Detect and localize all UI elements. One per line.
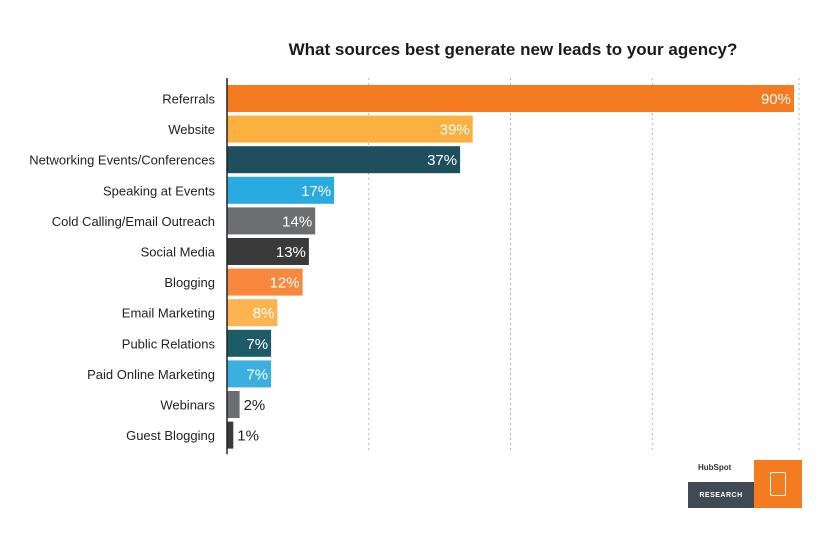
research-label: RESEARCH <box>688 482 754 508</box>
value-labels: 90% 39% 37% 17% 14% 13% 12% 8% 7% 7% 2% 1% <box>237 91 791 445</box>
chart-title: What sources best generate new leads to … <box>288 40 738 59</box>
value-label: 17% <box>301 183 331 200</box>
bar <box>227 176 335 204</box>
category-label: Website <box>168 122 215 137</box>
clipboard-icon <box>770 472 786 496</box>
value-label: 1% <box>237 428 259 445</box>
category-label: Public Relations <box>122 336 216 351</box>
category-label: Cold Calling/Email Outreach <box>52 214 215 229</box>
category-label: Guest Blogging <box>126 428 215 443</box>
bar <box>227 299 278 327</box>
category-label: Networking Events/Conferences <box>29 153 215 168</box>
bar <box>227 85 794 112</box>
gridlines <box>368 78 800 453</box>
category-label: Blogging <box>164 275 215 290</box>
bar <box>227 207 316 235</box>
bar <box>227 146 461 174</box>
value-label: 7% <box>246 366 268 383</box>
value-label: 12% <box>270 275 300 292</box>
value-label: 90% <box>761 91 791 108</box>
category-label: Referrals <box>162 92 215 107</box>
value-label: 8% <box>253 305 275 322</box>
value-label: 2% <box>244 397 266 414</box>
category-label: Paid Online Marketing <box>87 367 215 382</box>
bar <box>227 115 473 143</box>
category-labels: Referrals Website Networking Events/Confer… <box>29 92 215 444</box>
bar <box>227 391 240 418</box>
category-label: Webinars <box>160 398 215 413</box>
bar <box>227 360 272 388</box>
bars <box>227 85 794 449</box>
clipboard-icon-box <box>754 460 802 508</box>
hubspot-brand-text: HubSpot <box>698 463 732 472</box>
value-label: 37% <box>427 152 457 169</box>
value-label: 14% <box>282 213 312 230</box>
bar <box>227 421 234 449</box>
value-label: 13% <box>276 244 306 261</box>
bar <box>227 329 272 357</box>
category-label: Speaking at Events <box>103 183 216 198</box>
value-label: 39% <box>440 122 470 139</box>
hubspot-research-logo: HubSpot RESEARCH <box>688 460 802 510</box>
bar <box>227 268 303 296</box>
category-label: Email Marketing <box>122 306 215 321</box>
value-label: 7% <box>246 336 268 353</box>
bar <box>227 238 309 265</box>
category-label: Social Media <box>141 245 216 260</box>
